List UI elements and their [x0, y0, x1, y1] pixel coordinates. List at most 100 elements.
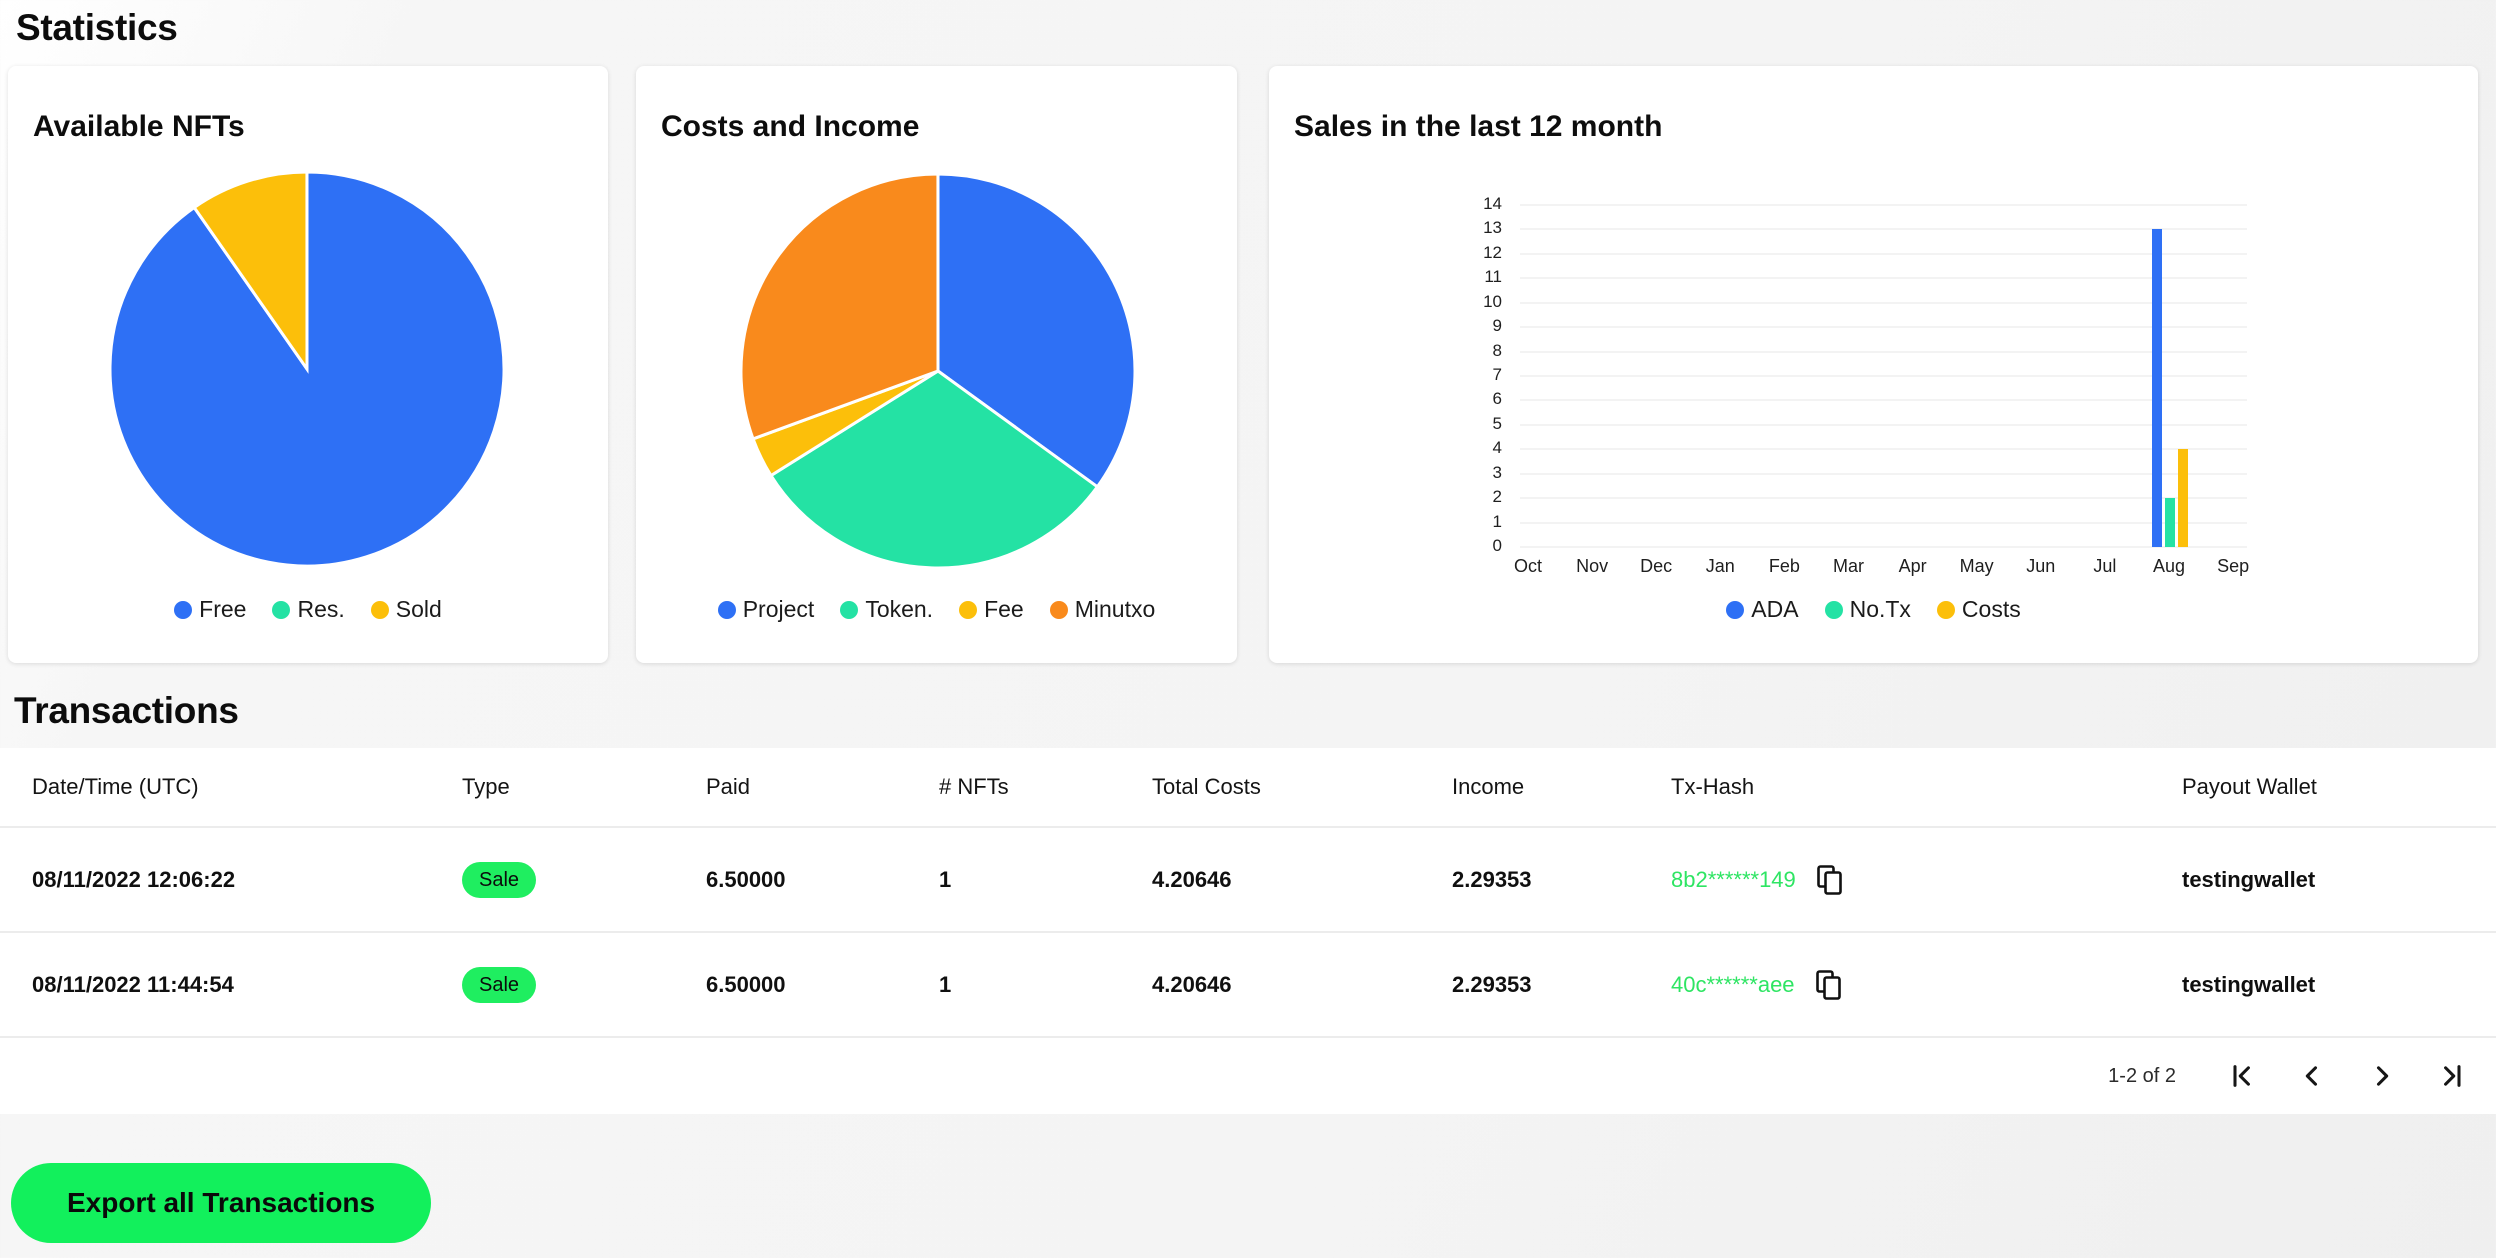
cell-total-costs: 4.20646 [1152, 971, 1232, 997]
transactions-table: Date/Time (UTC) Type Paid # NFTs Total C… [0, 748, 2496, 1114]
y-axis-tick-label: 10 [1483, 291, 1502, 311]
card-title-costs-income: Costs and Income [661, 110, 920, 143]
legend-dot [1936, 600, 1955, 619]
gridline [1520, 228, 2247, 231]
gridline [1520, 423, 2247, 426]
gridline [1520, 204, 2247, 206]
tx-hash-link[interactable]: 8b2******149 [1671, 866, 1796, 892]
gridline [1520, 350, 2247, 353]
y-axis-tick-label: 1 [1492, 511, 1502, 531]
page-title: Statistics [16, 7, 178, 48]
legend-item-fee[interactable]: Fee [959, 596, 1024, 623]
first-page-button[interactable] [2228, 1062, 2256, 1090]
y-axis-tick-label: 4 [1492, 438, 1502, 458]
copy-tx-hash-button[interactable] [1816, 864, 1843, 896]
y-axis-tick-label: 6 [1492, 389, 1502, 409]
legend-item-minutxo[interactable]: Minutxo [1049, 596, 1155, 623]
type-badge: Sale [462, 861, 537, 898]
type-badge: Sale [462, 966, 537, 1003]
last-page-icon [2444, 1065, 2461, 1087]
y-axis-tick-label: 5 [1492, 413, 1502, 433]
gridline [1520, 399, 2247, 402]
cell-income: 2.29353 [1452, 866, 1532, 892]
y-axis-tick-label: 8 [1492, 340, 1502, 360]
header-payout-wallet: Payout Wallet [2182, 774, 2317, 799]
legend-item-sold[interactable]: Sold [370, 596, 442, 623]
header-income: Income [1452, 774, 1525, 799]
x-axis-tick-label: Sep [2217, 556, 2250, 576]
y-axis-tick-label: 3 [1492, 462, 1502, 482]
pie-slice-sold [192, 170, 309, 374]
gridline [1520, 521, 2247, 524]
copy-icon [1816, 864, 1842, 895]
pie-slice-minutxo [739, 172, 940, 441]
sales-bar-chart: 0 1 2 3 4 5 6 7 8 9 10 11 12 13 14 Oct Nov Dec Jan Feb Mar Ap… [1269, 66, 2478, 663]
legend-item-ada[interactable]: ADA [1726, 596, 1799, 623]
header-paid: Paid [706, 774, 751, 799]
gridline [1520, 448, 2247, 451]
costs-income-pie-chart [738, 171, 1138, 571]
legend-item-notx[interactable]: No.Tx [1824, 596, 1911, 623]
chevron-right-icon [2376, 1066, 2389, 1086]
legend-dot [370, 600, 389, 619]
legend-dot [1726, 600, 1745, 619]
legend-item-res[interactable]: Res. [272, 596, 345, 623]
gridline [1520, 277, 2247, 280]
last-page-button[interactable] [2438, 1062, 2466, 1090]
pie-slice-project [936, 172, 1137, 489]
export-transactions-button[interactable]: Export all Transactions [11, 1163, 432, 1243]
previous-page-button[interactable] [2298, 1062, 2326, 1090]
legend-item-token[interactable]: Token. [840, 596, 933, 623]
x-axis-tick-label: Jun [2026, 556, 2056, 576]
card-title-sales: Sales in the last 12 month [1294, 110, 1663, 143]
statistics-cards-row: Available NFTs Free Res. Sold Costs and In… [8, 66, 2496, 663]
table-row: 08/11/2022 11:44:54 Sale 6.50000 1 4.206… [0, 933, 2496, 1038]
gridline [1520, 252, 2247, 255]
cell-total-costs: 4.20646 [1152, 866, 1232, 892]
x-axis-tick-label: Jan [1705, 556, 1735, 576]
cell-type: Sale [462, 966, 706, 1003]
cell-datetime: 08/11/2022 12:06:22 [32, 866, 236, 892]
x-axis-tick-label: Dec [1640, 556, 1673, 576]
x-axis-tick-label: Oct [1513, 556, 1542, 576]
legend-item-free[interactable]: Free [174, 596, 246, 623]
y-axis-tick-label: 9 [1492, 316, 1502, 336]
legend-item-project[interactable]: Project [717, 596, 815, 623]
pagination-range-label: 1-2 of 2 [2108, 1064, 2176, 1087]
y-axis-tick-label: 13 [1483, 218, 1502, 238]
chevron-left-icon [2305, 1066, 2318, 1086]
header-total-costs: Total Costs [1152, 774, 1261, 799]
x-axis-tick-label: Feb [1768, 556, 1800, 576]
available-nfts-card: Available NFTs Free Res. Sold [8, 66, 608, 663]
x-axis-tick-label: Apr [1898, 556, 1927, 576]
y-axis-tick-label: 2 [1492, 487, 1502, 507]
legend-label: Res. [297, 596, 345, 622]
gridline [1520, 546, 2247, 548]
legend-label: Costs [1961, 596, 2021, 622]
gridline [1520, 472, 2247, 475]
card-title-available-nfts: Available NFTs [33, 110, 245, 143]
header-type: Type [462, 774, 510, 799]
table-body: 08/11/2022 12:06:22 Sale 6.50000 1 4.206… [0, 828, 2496, 1038]
legend-label: Project [742, 596, 815, 622]
y-axis-tick-label: 11 [1484, 267, 1502, 287]
cell-paid: 6.50000 [706, 971, 786, 997]
tx-hash-link[interactable]: 40c******aee [1671, 971, 1795, 997]
legend-label: Sold [395, 596, 442, 622]
gridline [1520, 497, 2247, 500]
y-axis-tick-label: 14 [1483, 194, 1502, 213]
x-axis-tick-label: Mar [1833, 556, 1864, 576]
copy-tx-hash-button[interactable] [1815, 969, 1842, 1001]
cell-payout-wallet: testingwallet [2182, 866, 2316, 892]
table-row: 08/11/2022 12:06:22 Sale 6.50000 1 4.206… [0, 828, 2496, 933]
cell-tx-hash: 40c******aee [1671, 969, 2182, 1001]
x-axis-tick-label: Nov [1576, 556, 1609, 576]
sales-12-month-card: Sales in the last 12 month 0 1 2 3 4 5 6 7 8 9 10 1… [1269, 66, 2478, 663]
gridline [1520, 326, 2247, 329]
legend-item-costs[interactable]: Costs [1936, 596, 2021, 623]
gridline [1520, 301, 2247, 304]
next-page-button[interactable] [2368, 1062, 2396, 1090]
legend-dot [717, 600, 736, 619]
nft-dashboard-page: Statistics Available NFTs Free Res. Sold C… [0, 6, 2496, 1243]
legend-dot [1824, 600, 1843, 619]
